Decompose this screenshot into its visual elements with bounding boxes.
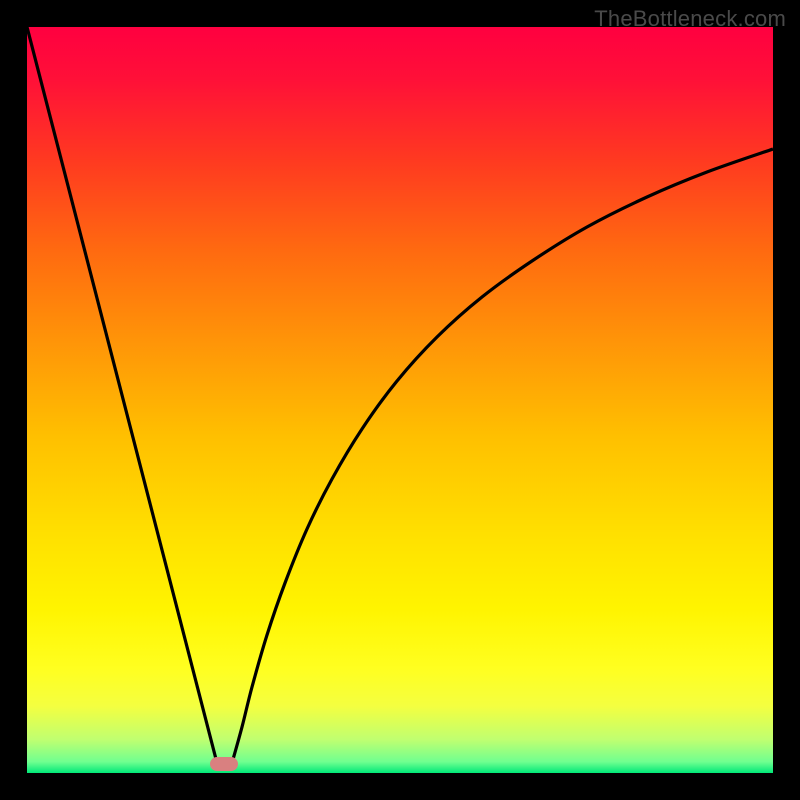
curve-left-branch [27, 27, 217, 763]
bottleneck-curve [27, 27, 773, 773]
chart-frame: TheBottleneck.com [0, 0, 800, 800]
curve-right-branch [232, 149, 773, 763]
notch-marker [210, 757, 238, 771]
watermark-text: TheBottleneck.com [594, 6, 786, 32]
